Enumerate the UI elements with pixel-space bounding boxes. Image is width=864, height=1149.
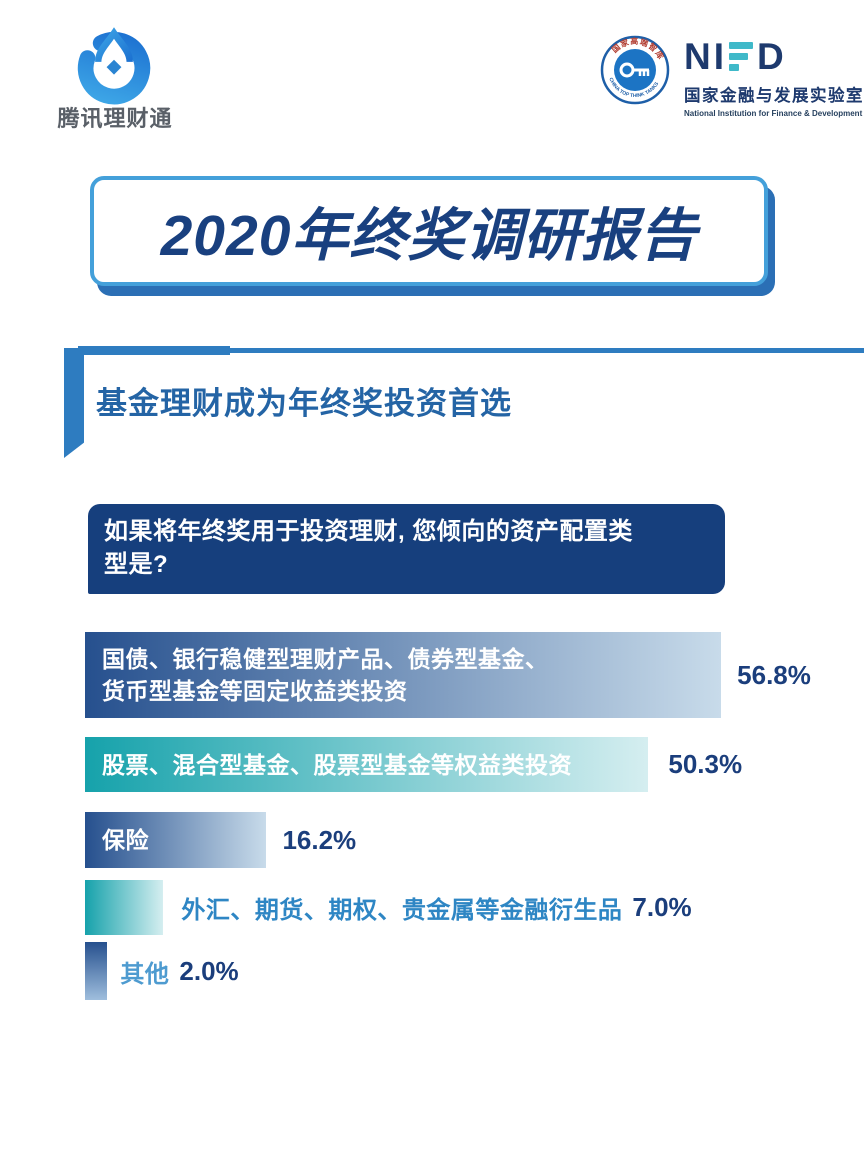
bar-fixed-income: 国债、银行稳健型理财产品、债券型基金、 货币型基金等固定收益类投资	[85, 632, 722, 718]
tencent-licaitong-logo-icon	[77, 27, 151, 105]
nifd-chinese-name: 国家金融与发展实验室	[684, 87, 864, 105]
bar-category-label: 股票、混合型基金、股票型基金等权益类投资	[102, 751, 572, 778]
bar-category-label: 其他	[120, 960, 170, 988]
heading-rule-line	[230, 348, 864, 353]
heading-bracket-horizontal-bar	[78, 346, 230, 355]
question-line-1: 如果将年终奖用于投资理财, 您倾向的资产配置类	[104, 518, 633, 545]
bar-value-label: 7.0%	[632, 892, 692, 922]
chart-row-other: 其他 2.0%	[85, 942, 239, 1000]
survey-question-box: 如果将年终奖用于投资理财, 您倾向的资产配置类 型是?	[88, 504, 725, 594]
nifd-letter-i: I	[713, 36, 728, 77]
bar-derivatives	[85, 880, 164, 935]
nifd-letter-d: D	[757, 36, 787, 77]
asset-allocation-bar-chart: 国债、银行稳健型理财产品、债券型基金、 货币型基金等固定收益类投资 56.8% …	[85, 632, 864, 1022]
bar-category-label: 保险	[102, 827, 149, 853]
section-heading: 基金理财成为年终奖投资首选	[96, 386, 512, 421]
chart-row-equity: 股票、混合型基金、股票型基金等权益类投资 50.3%	[85, 737, 742, 792]
bar-value-label: 50.3%	[668, 749, 743, 779]
heading-bracket-vertical-bar	[64, 348, 84, 458]
bar-value-label: 56.8%	[737, 659, 811, 690]
tencent-licaitong-wordmark: 腾讯理财通	[57, 106, 173, 131]
bar-category-label: 外汇、期货、期权、贵金属等金融衍生品	[181, 897, 623, 924]
report-title: 2020年终奖调研报告	[160, 204, 698, 268]
nifd-stylized-f-icon	[729, 42, 754, 71]
bar-value-label: 16.2%	[282, 824, 357, 855]
chart-row-insurance: 保险 16.2%	[85, 812, 356, 868]
nifd-think-tank-badge-icon: 国家高端智库 CHINA TOP THINK TANKS	[600, 35, 670, 105]
bar-value-label: 2.0%	[179, 955, 239, 986]
bar-insurance: 保险	[85, 812, 267, 868]
nifd-english-name: National Institution for Finance & Devel…	[684, 109, 863, 118]
bar-category-label: 国债、银行稳健型理财产品、债券型基金、	[102, 646, 549, 672]
chart-row-fixed-income: 国债、银行稳健型理财产品、债券型基金、 货币型基金等固定收益类投资 56.8%	[85, 632, 811, 718]
bar-other	[85, 942, 108, 1000]
question-line-2: 型是?	[104, 551, 169, 578]
title-banner: 2020年终奖调研报告	[90, 176, 768, 286]
nifd-letter-n: N	[684, 36, 714, 77]
bar-equity: 股票、混合型基金、股票型基金等权益类投资	[85, 737, 649, 792]
bar-category-label: 货币型基金等固定收益类投资	[102, 678, 408, 704]
chart-row-derivatives: 外汇、期货、期权、贵金属等金融衍生品 7.0%	[85, 880, 692, 935]
